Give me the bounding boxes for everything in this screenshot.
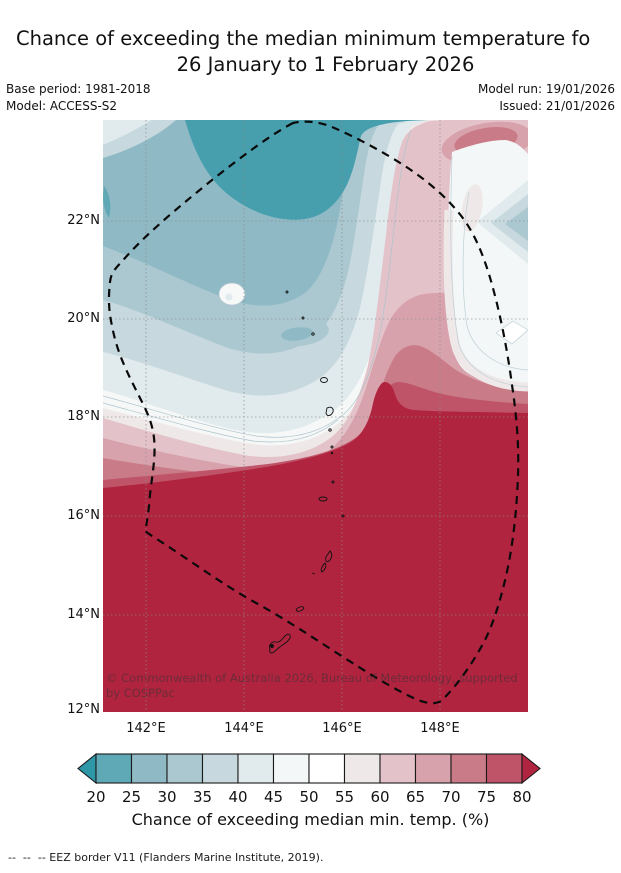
page-title-line1: Chance of exceeding the median minimum t… — [16, 27, 591, 50]
colorbar-under-arrow — [77, 752, 97, 785]
x-tick-label: 146°E — [322, 721, 362, 736]
colorbar-tick-label: 20 — [86, 788, 106, 806]
eez-border — [107, 120, 520, 705]
colorbar-tick-label: 60 — [370, 788, 390, 806]
page-title-line2: 26 January to 1 February 2026 — [176, 53, 475, 76]
x-tick-label: 148°E — [420, 721, 460, 736]
y-tick-label: 22°N — [67, 213, 100, 228]
colorbar-tick-label: 70 — [441, 788, 461, 806]
meta-base-period: Base period: 1981-2018 — [6, 82, 151, 96]
colorbar-tick-label: 75 — [476, 788, 497, 806]
east-light-region — [443, 140, 528, 392]
colorbar-tick-label: 40 — [228, 788, 248, 806]
colorbar-tick-label: 25 — [121, 788, 142, 806]
y-tick-label: 20°N — [67, 311, 100, 326]
colorbar-tick-label: 35 — [192, 788, 213, 806]
eez-legend-note: -- -- -- EEZ border V11 (Flanders Marine… — [8, 851, 324, 864]
meta-model-run: Model run: 19/01/2026 — [477, 82, 615, 96]
teal-contour-bands — [103, 120, 430, 434]
copyright-notice: © Commonwealth of Australia 2026, Bureau… — [106, 671, 518, 700]
colorbar-tick-label: 30 — [157, 788, 177, 806]
y-tick-label: 14°N — [67, 607, 100, 622]
x-tick-label: 142°E — [126, 721, 166, 736]
meta-issued: Issued: 21/01/2026 — [499, 99, 615, 113]
y-tick-label: 16°N — [67, 508, 100, 523]
colorbar-tick-label: 65 — [405, 788, 426, 806]
colorbar-over-arrow — [521, 752, 541, 785]
probability-contour-map — [103, 120, 528, 712]
colorbar — [77, 752, 541, 785]
x-tick-label: 144°E — [224, 721, 264, 736]
colorbar-tick-label: 55 — [334, 788, 355, 806]
colorbar-tick-label: 45 — [263, 788, 284, 806]
y-tick-label: 18°N — [67, 409, 100, 424]
island-outlines — [269, 290, 345, 654]
y-tick-label: 12°N — [67, 702, 100, 717]
meta-model: Model: ACCESS-S2 — [6, 99, 118, 113]
colorbar-tick-label: 50 — [299, 788, 319, 806]
graticule — [103, 120, 528, 712]
colorbar-tick-label: 80 — [512, 788, 532, 806]
colorbar-label: Chance of exceeding median min. temp. (%… — [131, 810, 490, 829]
contour-lines — [103, 129, 412, 443]
red-contour-bands — [103, 120, 528, 712]
